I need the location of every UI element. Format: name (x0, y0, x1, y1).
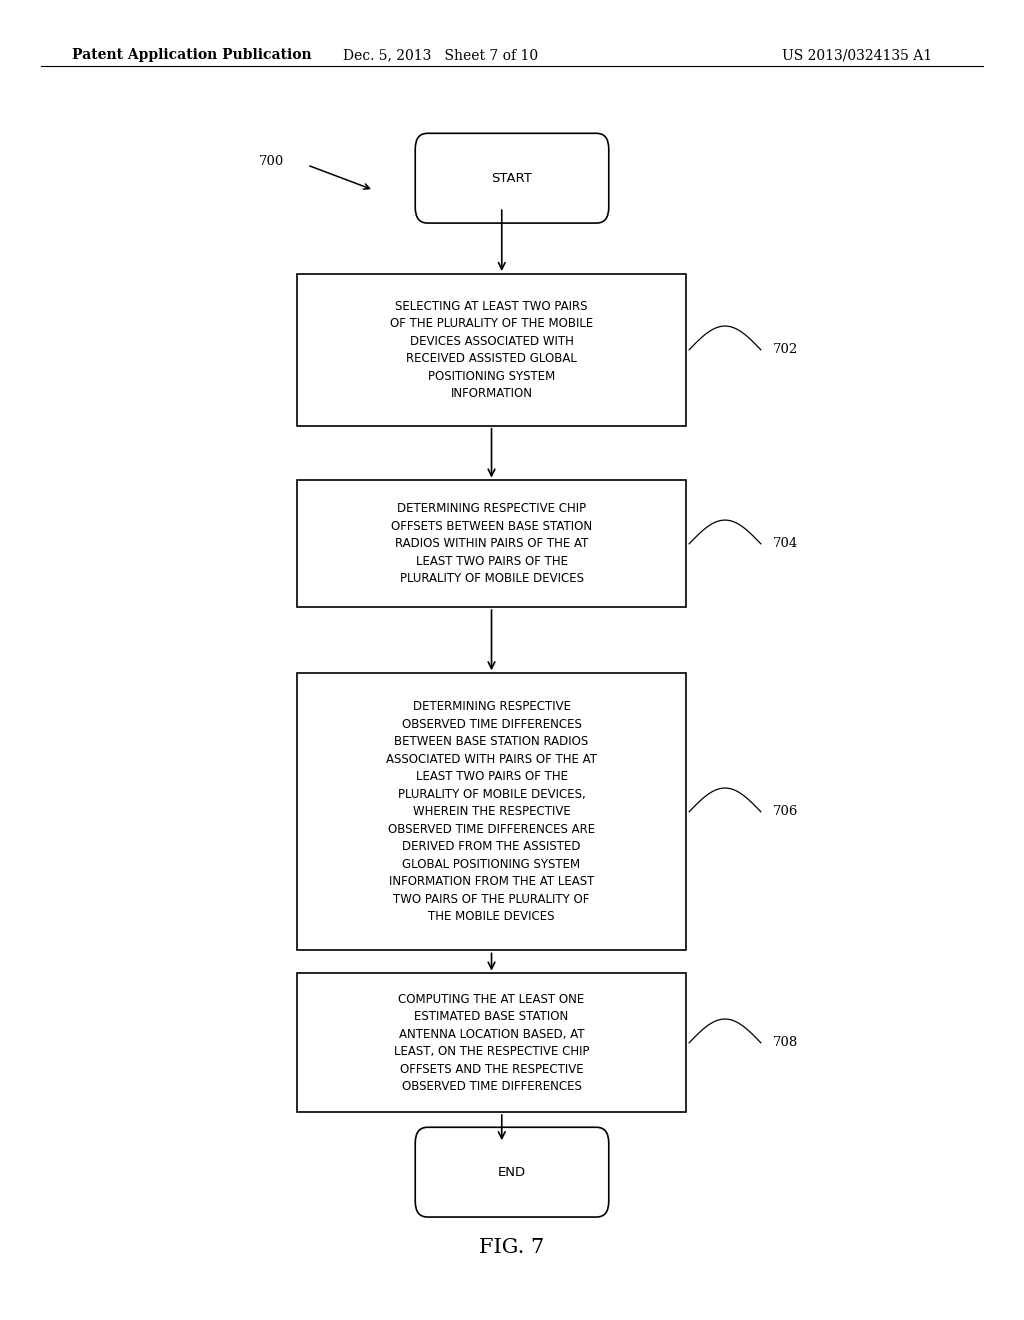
Text: 702: 702 (773, 343, 799, 356)
Text: COMPUTING THE AT LEAST ONE
ESTIMATED BASE STATION
ANTENNA LOCATION BASED, AT
LEA: COMPUTING THE AT LEAST ONE ESTIMATED BAS… (394, 993, 589, 1093)
Text: START: START (492, 172, 532, 185)
Bar (297, 275, 686, 425)
FancyBboxPatch shape (416, 1127, 608, 1217)
Bar (297, 480, 686, 607)
Bar (297, 673, 686, 950)
Bar (297, 974, 686, 1111)
Text: US 2013/0324135 A1: US 2013/0324135 A1 (781, 49, 932, 62)
Text: 708: 708 (773, 1036, 799, 1049)
Text: DETERMINING RESPECTIVE
OBSERVED TIME DIFFERENCES
BETWEEN BASE STATION RADIOS
ASS: DETERMINING RESPECTIVE OBSERVED TIME DIF… (386, 701, 597, 923)
FancyBboxPatch shape (416, 133, 608, 223)
Text: Dec. 5, 2013   Sheet 7 of 10: Dec. 5, 2013 Sheet 7 of 10 (343, 49, 538, 62)
Text: END: END (498, 1166, 526, 1179)
Text: FIG. 7: FIG. 7 (479, 1238, 545, 1257)
Text: 706: 706 (773, 805, 799, 818)
Text: 704: 704 (773, 537, 799, 550)
Text: DETERMINING RESPECTIVE CHIP
OFFSETS BETWEEN BASE STATION
RADIOS WITHIN PAIRS OF : DETERMINING RESPECTIVE CHIP OFFSETS BETW… (391, 503, 592, 585)
Text: Patent Application Publication: Patent Application Publication (72, 49, 311, 62)
Text: 700: 700 (259, 154, 284, 168)
Text: SELECTING AT LEAST TWO PAIRS
OF THE PLURALITY OF THE MOBILE
DEVICES ASSOCIATED W: SELECTING AT LEAST TWO PAIRS OF THE PLUR… (390, 300, 593, 400)
